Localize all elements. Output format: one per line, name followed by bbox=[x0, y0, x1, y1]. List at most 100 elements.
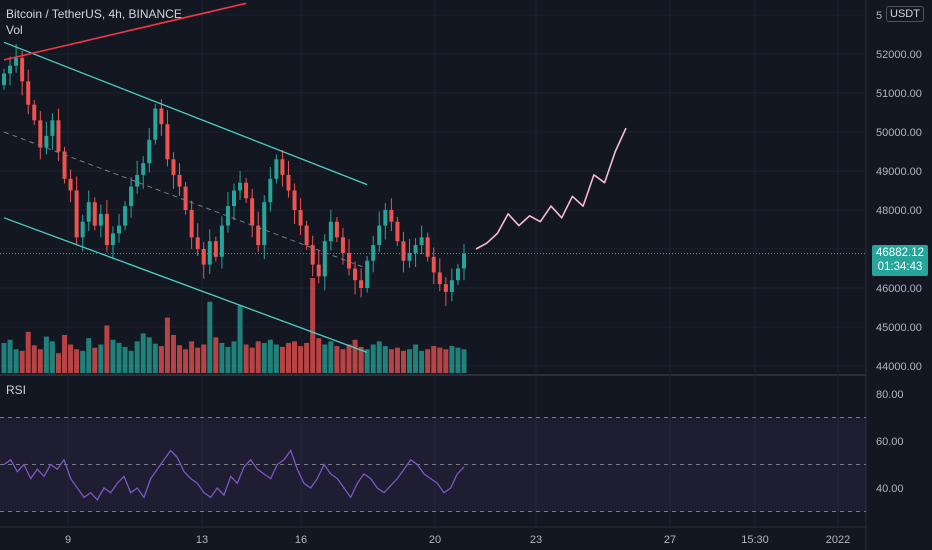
volume-bar bbox=[237, 305, 243, 373]
candle-body bbox=[68, 178, 73, 191]
candle-body bbox=[104, 213, 109, 246]
price-tick-label: 44000.00 bbox=[876, 361, 922, 373]
candle-body bbox=[177, 174, 182, 187]
candle-body bbox=[238, 182, 243, 191]
volume-bar bbox=[231, 341, 237, 373]
candle-body bbox=[110, 233, 115, 246]
price-tick-label: 5 bbox=[876, 10, 882, 22]
volume-bar bbox=[19, 350, 25, 373]
candle-body bbox=[153, 108, 158, 140]
price-tick-label: 50000.00 bbox=[876, 127, 922, 139]
price-tick-label: 52000.00 bbox=[876, 49, 922, 61]
volume-bar bbox=[400, 350, 406, 373]
volume-bar bbox=[370, 344, 376, 373]
volume-bar bbox=[285, 342, 291, 373]
candle-body bbox=[50, 120, 55, 136]
volume-bar bbox=[134, 341, 140, 373]
candle-body bbox=[419, 237, 424, 246]
candle-body bbox=[123, 206, 128, 226]
volume-bar bbox=[146, 337, 152, 373]
candle-body bbox=[14, 57, 19, 66]
volume-bar bbox=[292, 341, 298, 373]
current-price-value: 46882.12 bbox=[876, 247, 924, 259]
volume-bar bbox=[189, 341, 195, 373]
candle-body bbox=[213, 241, 218, 257]
candle-body bbox=[286, 174, 291, 191]
volume-bar bbox=[352, 339, 358, 373]
volume-bar bbox=[43, 336, 49, 373]
volume-bar bbox=[455, 347, 461, 373]
candle-body bbox=[8, 65, 13, 74]
volume-bar bbox=[86, 338, 92, 373]
candle-body bbox=[195, 237, 200, 249]
candle-body bbox=[262, 202, 267, 246]
candle-body bbox=[455, 268, 460, 281]
candle-body bbox=[431, 256, 436, 273]
candle-body bbox=[20, 57, 25, 82]
candle-body bbox=[80, 221, 85, 238]
candle-body bbox=[322, 241, 327, 277]
volume-bar bbox=[328, 341, 334, 373]
volume-bar bbox=[25, 331, 31, 373]
volume-bar bbox=[273, 344, 279, 373]
candle-body bbox=[334, 221, 339, 238]
volume-bar bbox=[304, 342, 310, 373]
candle-body bbox=[298, 210, 303, 226]
candle-body bbox=[347, 252, 351, 269]
candle-body bbox=[389, 210, 394, 222]
time-tick-label: 15:30 bbox=[741, 534, 769, 546]
candle-body bbox=[207, 241, 212, 265]
volume-bar bbox=[225, 346, 231, 373]
volume-bar bbox=[413, 344, 419, 373]
candle-body bbox=[165, 124, 170, 160]
volume-bar bbox=[364, 349, 370, 373]
current-price-tag: 46882.12 01:34:43 bbox=[872, 245, 928, 276]
rsi-pane bbox=[0, 417, 866, 512]
trendline bbox=[3, 2, 247, 61]
currency-badge[interactable]: USDT bbox=[886, 6, 924, 22]
candle-body bbox=[280, 159, 285, 175]
volume-bar bbox=[37, 349, 43, 373]
rsi-legend[interactable]: RSI bbox=[6, 383, 27, 397]
candle-body bbox=[304, 225, 309, 246]
volume-bar bbox=[425, 349, 431, 373]
candle-body bbox=[62, 151, 67, 179]
volume-bar bbox=[261, 342, 267, 373]
volume-bar bbox=[310, 278, 316, 373]
candle-body bbox=[74, 190, 79, 238]
volume-bar bbox=[62, 335, 68, 373]
price-tick-label: 46000.00 bbox=[876, 283, 922, 295]
symbol-legend[interactable]: Bitcoin / TetherUS, 4h, BINANCE bbox=[6, 7, 182, 21]
volume-bar bbox=[92, 347, 98, 373]
candle-body bbox=[135, 174, 140, 187]
volume-bar bbox=[207, 301, 213, 373]
volume-bar bbox=[213, 337, 219, 373]
volume-bar bbox=[340, 349, 346, 373]
volume-bar bbox=[267, 339, 273, 373]
volume-bar bbox=[243, 344, 249, 373]
volume-legend[interactable]: Vol bbox=[6, 23, 23, 37]
axes: 5 52000.00 51000.00 50000.00 49000.00 48000.0… bbox=[65, 10, 922, 546]
candle-body bbox=[256, 225, 261, 246]
candle-body bbox=[449, 280, 454, 292]
candle-body bbox=[44, 135, 49, 148]
candle-body bbox=[328, 221, 333, 242]
candle-body bbox=[32, 104, 37, 121]
candle-body bbox=[274, 159, 279, 179]
time-tick-label: 16 bbox=[295, 534, 307, 546]
candle-body bbox=[250, 198, 255, 226]
channel-lines bbox=[0, 2, 866, 353]
channel-upper-line bbox=[3, 41, 368, 186]
volume-bar bbox=[219, 342, 225, 373]
candle-body bbox=[38, 120, 43, 148]
candle-body bbox=[129, 186, 134, 207]
volume-bar bbox=[394, 347, 400, 373]
volume-bar bbox=[13, 349, 19, 373]
candle-body bbox=[401, 241, 406, 261]
candle-body bbox=[425, 237, 430, 257]
time-tick-label: 2022 bbox=[826, 534, 850, 546]
time-tick-label: 23 bbox=[530, 534, 542, 546]
volume-bar bbox=[431, 346, 437, 373]
volume-bar bbox=[298, 346, 304, 373]
